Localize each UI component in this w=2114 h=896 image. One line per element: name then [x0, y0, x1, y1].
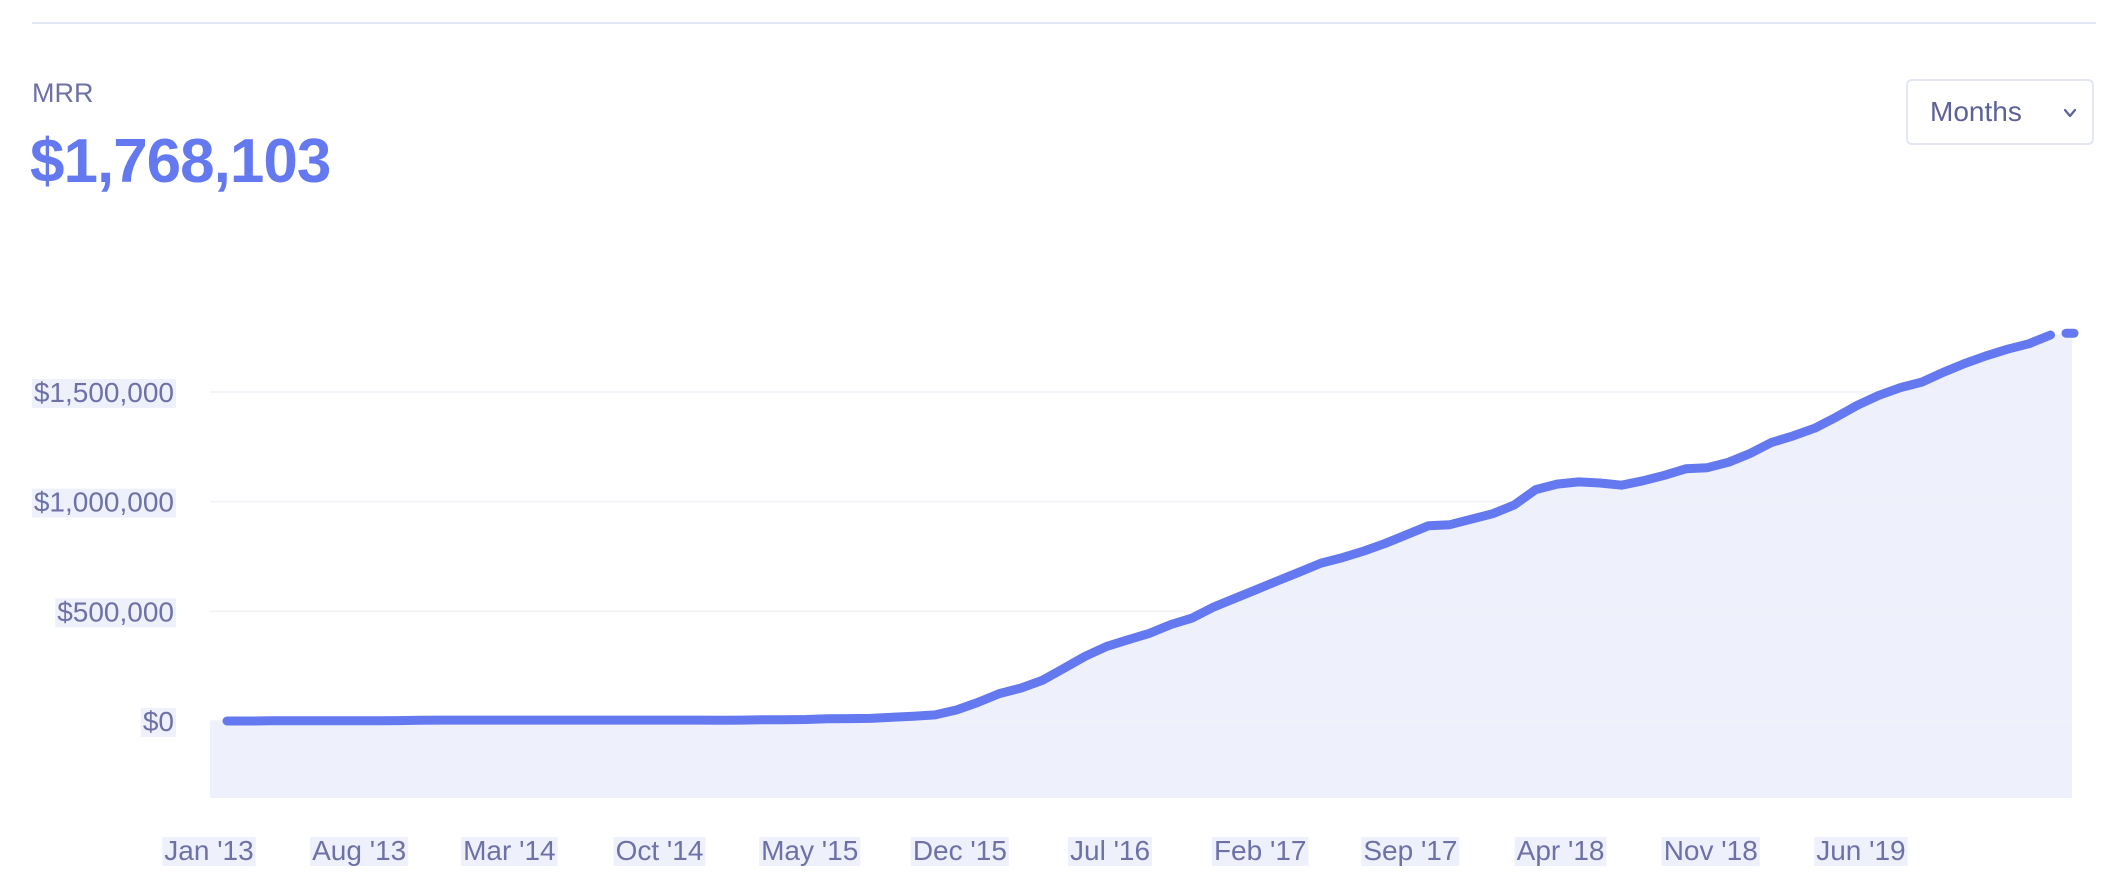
x-tick-background	[1661, 837, 1760, 866]
x-tick-label: Jan '13	[164, 835, 253, 866]
y-tick-label: $1,000,000	[34, 487, 174, 518]
x-tick-background	[310, 837, 409, 866]
y-tick-background	[31, 488, 176, 518]
x-tick-background	[1068, 837, 1153, 866]
x-tick-label: May '15	[761, 835, 858, 866]
period-select-label: Months	[1930, 96, 2022, 127]
x-tick-label: Feb '17	[1214, 835, 1307, 866]
x-tick-background	[162, 837, 256, 866]
y-tick-label: $0	[143, 706, 174, 737]
x-tick-label: Mar '14	[463, 835, 556, 866]
metric-value: $1,768,103	[30, 127, 331, 196]
series-line	[222, 330, 2055, 726]
x-tick-background	[759, 837, 861, 866]
x-tick-background	[461, 837, 558, 866]
y-tick-background	[140, 708, 176, 737]
x-tick-label: Nov '18	[1664, 835, 1758, 866]
x-tick-background	[613, 837, 706, 866]
x-tick-background	[910, 837, 1009, 866]
y-tick-label: $1,500,000	[34, 377, 174, 408]
chevron-down-icon	[2063, 108, 2077, 118]
x-tick-label: Oct '14	[616, 835, 704, 866]
metric-label: MRR	[32, 78, 94, 108]
x-tick-background	[1361, 837, 1460, 866]
y-tick-background	[31, 379, 176, 408]
period-select[interactable]: Months	[1906, 79, 2094, 145]
x-tick-background	[1211, 837, 1309, 866]
x-tick-background	[1514, 837, 1607, 866]
y-tick-label: $500,000	[57, 596, 174, 627]
x-tick-label: Jun '19	[1816, 835, 1905, 866]
x-tick-label: Dec '15	[913, 835, 1007, 866]
x-tick-label: Jul '16	[1070, 835, 1150, 866]
x-tick-label: Sep '17	[1363, 835, 1457, 866]
x-tick-label: Aug '13	[312, 835, 406, 866]
x-tick-label: Apr '18	[1517, 835, 1605, 866]
top-divider	[32, 22, 2096, 24]
x-tick-background	[1814, 837, 1908, 866]
y-tick-background	[55, 598, 176, 628]
area-fill	[210, 333, 2072, 798]
